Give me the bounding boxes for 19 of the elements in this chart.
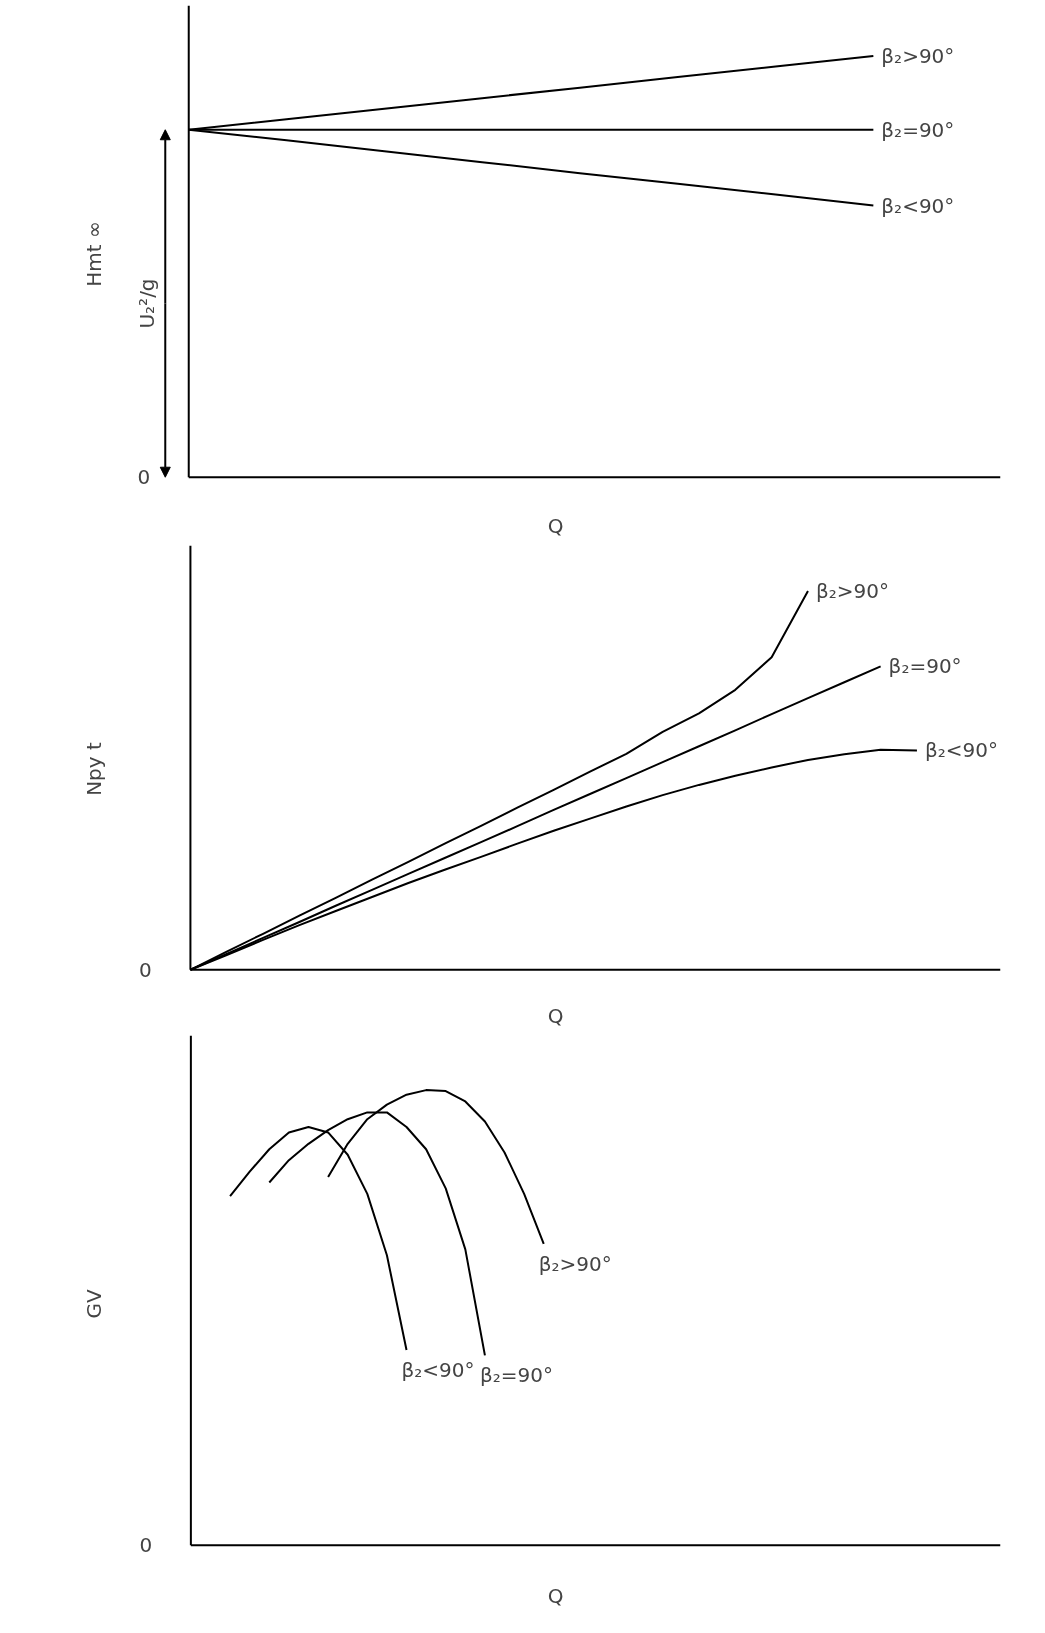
series-label: β₂>90° — [881, 44, 955, 69]
y-axis-title: Npy t — [81, 742, 106, 796]
series-label: β₂<90° — [924, 738, 998, 763]
x-axis-title: Q — [547, 1583, 564, 1608]
text: 0 — [139, 1533, 153, 1558]
series-label: β₂<90° — [401, 1357, 475, 1382]
series-label: β₂<90° — [881, 193, 955, 218]
series-label: β₂>90° — [538, 1251, 612, 1276]
series-label: β₂=90° — [479, 1363, 553, 1388]
x-axis-title: Q — [547, 513, 564, 538]
series-label: β₂=90° — [881, 117, 955, 142]
text: 0 — [139, 957, 152, 982]
series-label: β₂>90° — [815, 578, 889, 603]
y-axis-title: GV — [81, 1289, 106, 1319]
series-label: β₂=90° — [888, 654, 962, 679]
y-axis-title: Hmt ∞ — [81, 221, 106, 287]
x-axis-title: Q — [547, 1003, 564, 1028]
text: U₂²/g — [135, 278, 160, 329]
text: 0 — [137, 465, 151, 490]
